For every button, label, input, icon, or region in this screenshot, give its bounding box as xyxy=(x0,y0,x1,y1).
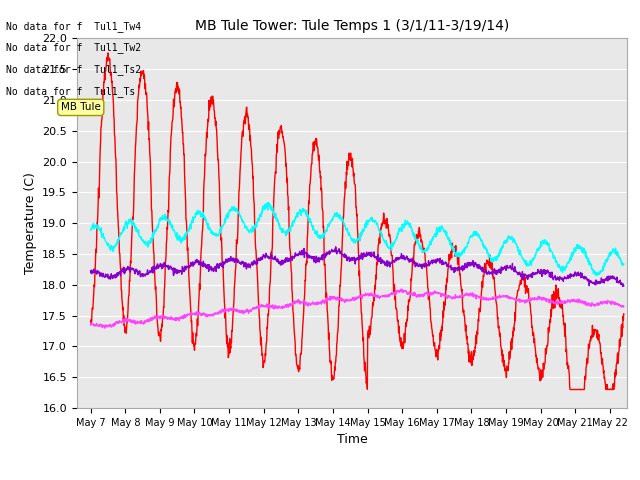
Text: No data for f  Tul1_Tw2: No data for f Tul1_Tw2 xyxy=(6,42,141,53)
Y-axis label: Temperature (C): Temperature (C) xyxy=(24,172,36,274)
Text: No data for f  Tul1_Ts: No data for f Tul1_Ts xyxy=(6,85,136,96)
Title: MB Tule Tower: Tule Temps 1 (3/1/11-3/19/14): MB Tule Tower: Tule Temps 1 (3/1/11-3/19… xyxy=(195,19,509,33)
Text: No data for f  Tul1_Ts2: No data for f Tul1_Ts2 xyxy=(6,64,141,75)
Text: No data for f  Tul1_Tw4: No data for f Tul1_Tw4 xyxy=(6,21,141,32)
Text: MB Tule: MB Tule xyxy=(61,102,100,112)
X-axis label: Time: Time xyxy=(337,433,367,446)
